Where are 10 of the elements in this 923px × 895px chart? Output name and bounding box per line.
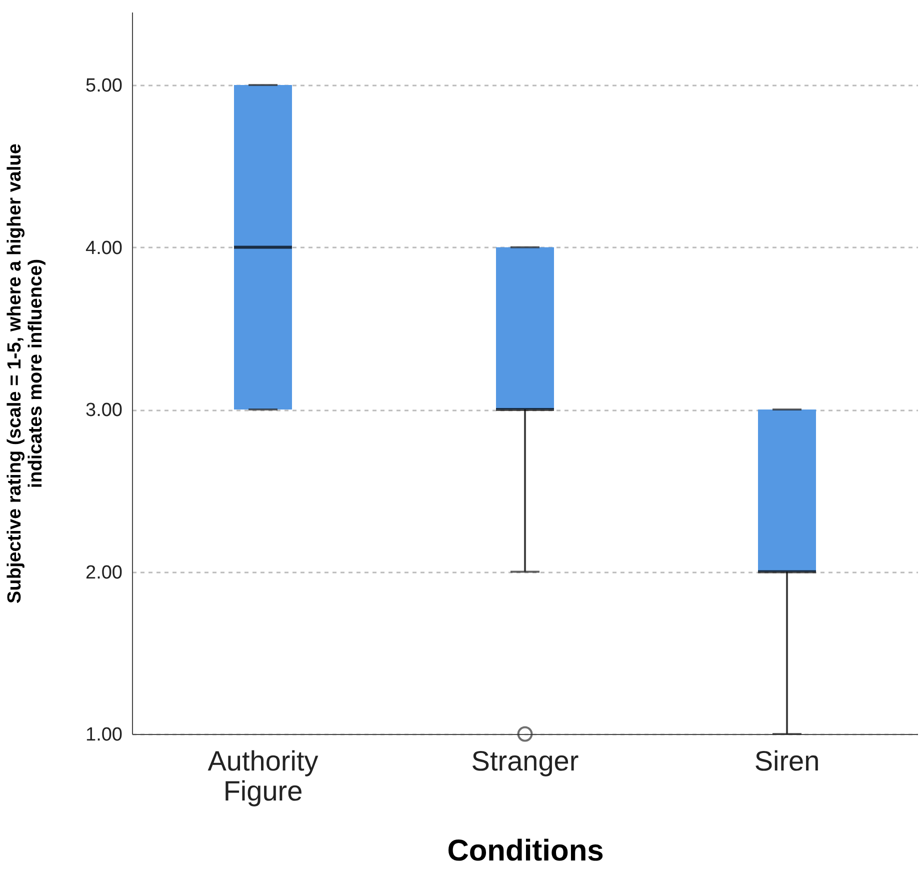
y-tick-label: 1.00 — [86, 724, 122, 746]
y-tick-label: 4.00 — [86, 238, 122, 259]
y-tick-label: 5.00 — [86, 76, 122, 97]
x-tick-label: Stranger — [471, 746, 579, 776]
x-tick-label: Authority Figure — [208, 746, 318, 806]
x-axis-title: Conditions — [447, 834, 604, 868]
y-tick-label: 2.00 — [86, 562, 122, 584]
y-axis-title: Subjective rating (scale = 1-5, where a higher value indicates more influence) — [4, 144, 47, 604]
y-tick-label: 3.00 — [86, 400, 122, 422]
x-tick-label: Siren — [754, 746, 820, 776]
